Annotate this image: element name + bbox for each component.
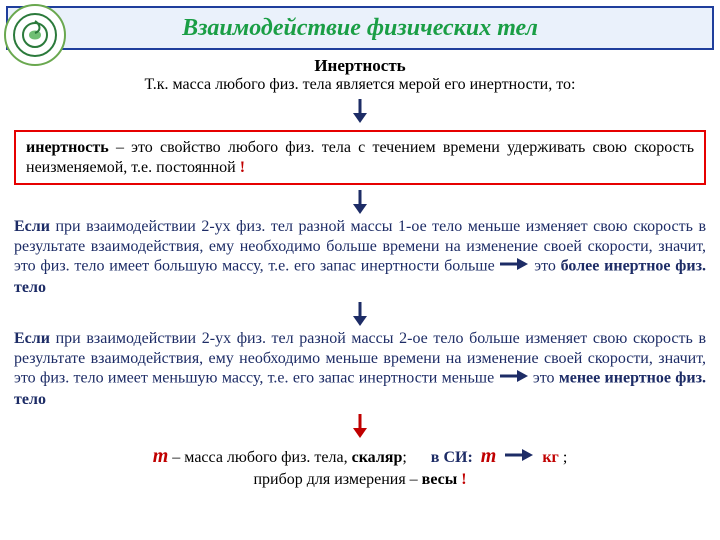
mass-text: – масса любого физ. тела, (168, 449, 351, 466)
definition-text: – это свойство любого физ. тела с течени… (26, 139, 694, 176)
arrow-2 (14, 189, 706, 215)
header-title: Взаимодействие физических тел (182, 15, 538, 42)
scalar-label: скаляр (352, 449, 403, 466)
para2-body-b: это (529, 370, 559, 387)
arrow-right-icon (499, 368, 529, 384)
inline-arrow-3 (504, 447, 534, 470)
header-bar: Взаимодействие физических тел (6, 6, 714, 50)
para1-body-b: это (529, 258, 560, 275)
arrow-right-icon (504, 447, 534, 463)
definition-excl: ! (240, 159, 245, 176)
semicolon: ; (402, 449, 406, 466)
arrow-3 (14, 301, 706, 327)
lead-line: Т.к. масса любого физ. тела является мер… (14, 76, 706, 94)
inline-arrow-1 (499, 256, 529, 278)
mass-symbol-1: m (153, 445, 169, 467)
paragraph-less-inert: Если при взаимодействии 2-ух физ. тел ра… (14, 329, 706, 409)
para2-lead: Если (14, 330, 50, 347)
arrow-1 (14, 98, 706, 124)
logo-icon (13, 13, 57, 57)
paragraph-more-inert: Если при взаимодействии 2-ух физ. тел ра… (14, 217, 706, 297)
kg-label: кг (542, 449, 558, 466)
arrow-down-icon (351, 413, 369, 439)
arrow-down-icon (351, 189, 369, 215)
instrument-excl: ! (457, 471, 466, 488)
instrument-lead: прибор для измерения – (253, 471, 421, 488)
arrow-down-icon (351, 301, 369, 327)
inline-arrow-2 (499, 368, 529, 390)
content-area: Инертность Т.к. масса любого физ. тела я… (14, 54, 706, 534)
section-subtitle: Инертность (14, 56, 706, 76)
para1-lead: Если (14, 218, 50, 235)
kg-tail: ; (559, 449, 567, 466)
definition-bold: инертность (26, 139, 109, 156)
mass-symbol-2: m (481, 445, 497, 467)
definition-box: инертность – это свойство любого физ. те… (14, 130, 706, 185)
bottom-block: m – масса любого физ. тела, скаляр; в СИ… (14, 443, 706, 491)
instrument-name: весы (422, 471, 458, 488)
arrow-4 (14, 413, 706, 439)
si-label: в СИ: (431, 449, 473, 466)
arrow-right-icon (499, 256, 529, 272)
arrow-down-icon (351, 98, 369, 124)
